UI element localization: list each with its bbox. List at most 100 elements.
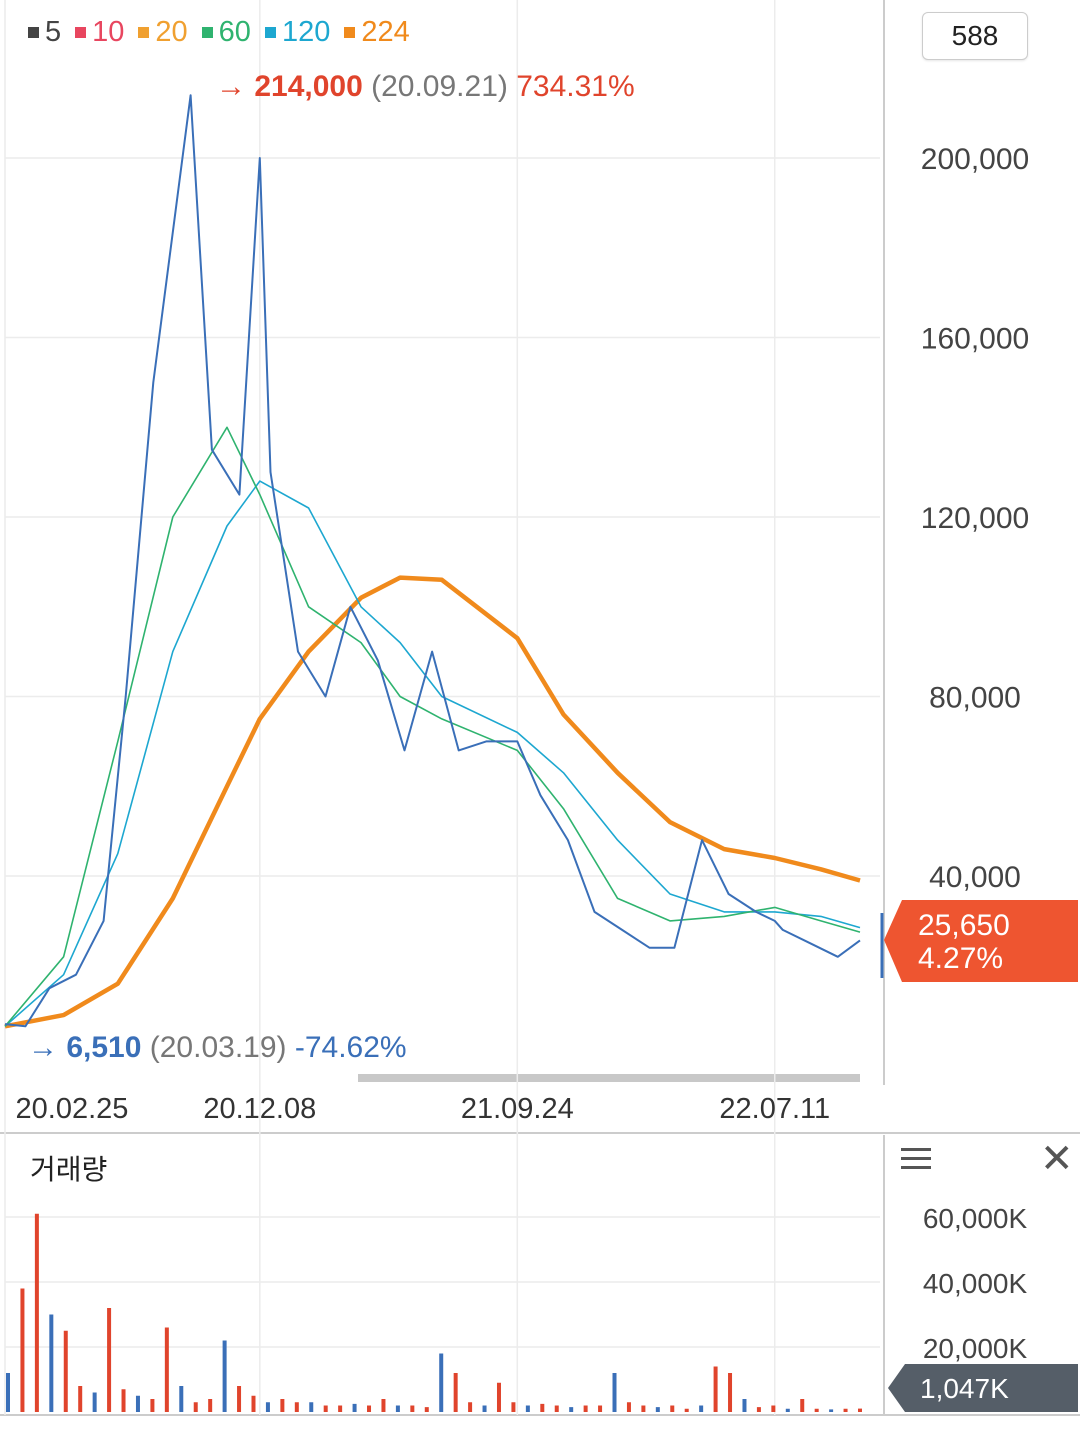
volume-bar — [554, 1405, 559, 1412]
volume-bar — [569, 1407, 574, 1412]
volume-bar — [352, 1403, 357, 1412]
legend-label: 20 — [155, 16, 188, 48]
volume-bar — [814, 1408, 819, 1412]
volume-bar — [280, 1399, 285, 1412]
high-marker-value: 214,000 — [246, 70, 363, 103]
volume-bar — [251, 1395, 256, 1412]
low-marker-date: (20.03.19) — [141, 1031, 286, 1064]
volume-bar — [34, 1213, 39, 1412]
volume-bar — [785, 1408, 790, 1412]
x-tick-label: 20.12.08 — [203, 1093, 316, 1125]
volume-bar — [164, 1327, 169, 1412]
volume-bar — [107, 1308, 112, 1412]
volume-bar — [858, 1408, 862, 1412]
volume-bar — [756, 1407, 761, 1412]
high-marker-pct: 734.31% — [508, 70, 635, 103]
volume-bar — [309, 1402, 314, 1412]
volume-bar — [641, 1405, 646, 1412]
volume-bar — [655, 1407, 660, 1412]
high-price-marker: → 214,000 (20.09.21) 734.31% — [216, 70, 635, 103]
volume-bar — [496, 1382, 501, 1412]
volume-bar — [453, 1373, 458, 1412]
volume-current-value: 1,047K — [920, 1373, 1009, 1404]
volume-bar — [179, 1386, 184, 1412]
y-tick-label: 40,000 — [929, 861, 1021, 894]
volume-bar — [78, 1386, 83, 1412]
legend-item-ma20[interactable]: 20 — [138, 16, 188, 49]
volume-bar — [49, 1314, 54, 1412]
legend-item-ma60[interactable]: 60 — [201, 16, 251, 49]
volume-bar — [208, 1399, 213, 1412]
volume-bar — [20, 1288, 25, 1412]
y-tick-label: 80,000 — [929, 682, 1021, 715]
volume-bar — [237, 1386, 242, 1412]
period-count-value: 588 — [951, 20, 999, 51]
volume-bar — [439, 1353, 444, 1412]
volume-bar — [424, 1407, 429, 1412]
legend-swatch — [138, 27, 150, 38]
volume-bar — [699, 1405, 704, 1412]
legend-swatch — [264, 27, 276, 38]
close-icon[interactable]: ✕ — [1040, 1137, 1074, 1181]
volume-bar — [626, 1402, 631, 1412]
volume-tick-label: 60,000K — [923, 1203, 1028, 1234]
volume-bar — [63, 1330, 68, 1412]
series-line-60 — [4, 426, 861, 1027]
high-marker-date: (20.09.21) — [363, 70, 508, 103]
series-line-120 — [4, 480, 861, 1027]
legend-item-ma120[interactable]: 120 — [264, 16, 330, 49]
volume-bar — [598, 1405, 603, 1412]
volume-bar — [583, 1405, 588, 1412]
volume-bar — [222, 1340, 227, 1412]
x-tick-label: 20.02.25 — [16, 1093, 129, 1125]
horizontal-scrollbar[interactable] — [358, 1074, 860, 1082]
legend-item-ma224[interactable]: 224 — [344, 16, 410, 49]
volume-bar — [193, 1402, 198, 1412]
current-price-value: 25,650 — [918, 909, 1010, 942]
volume-bar — [540, 1403, 545, 1412]
low-marker-value: 6,510 — [58, 1031, 141, 1064]
legend-label: 224 — [361, 16, 410, 48]
volume-tick-label: 40,000K — [923, 1268, 1028, 1299]
volume-bar — [843, 1408, 848, 1412]
volume-bar — [713, 1366, 718, 1412]
legend-label: 5 — [45, 16, 62, 48]
volume-bar — [612, 1373, 617, 1412]
volume-bar — [367, 1405, 372, 1412]
volume-bar — [468, 1402, 473, 1412]
legend-swatch — [344, 27, 356, 38]
volume-bar — [525, 1405, 530, 1412]
volume-bar — [121, 1389, 126, 1412]
legend-item-ma10[interactable]: 10 — [75, 16, 124, 49]
volume-bar — [92, 1392, 97, 1412]
menu-icon[interactable] — [901, 1148, 931, 1172]
legend-swatch — [28, 27, 39, 38]
current-price-tag — [884, 900, 1078, 982]
legend-label: 60 — [218, 16, 251, 48]
volume-bar — [829, 1409, 834, 1412]
volume-bar — [150, 1399, 155, 1412]
legend-item-ma5[interactable]: 5 — [28, 16, 61, 49]
volume-bar — [323, 1405, 328, 1412]
x-tick-label: 22.07.11 — [719, 1093, 830, 1125]
y-tick-label: 160,000 — [921, 323, 1029, 356]
volume-bar — [6, 1373, 10, 1412]
legend-swatch — [75, 27, 87, 38]
volume-bar — [381, 1399, 386, 1412]
series-line-price — [4, 94, 861, 1028]
volume-bar — [742, 1399, 747, 1412]
volume-bar — [482, 1405, 487, 1412]
y-tick-label: 120,000 — [921, 502, 1029, 535]
ma-legend: 5 10 20 60 120 224 — [28, 16, 410, 49]
volume-tick-label: 20,000K — [923, 1333, 1028, 1364]
legend-label: 10 — [92, 16, 125, 48]
period-count-button[interactable]: 588 — [922, 12, 1028, 60]
volume-bar — [800, 1399, 805, 1412]
low-marker-pct: -74.62% — [287, 1031, 407, 1064]
legend-swatch — [201, 27, 213, 38]
low-marker-arrow: → — [28, 1031, 58, 1064]
volume-bar — [265, 1402, 270, 1412]
volume-bar — [135, 1395, 140, 1412]
volume-bar — [294, 1402, 299, 1412]
